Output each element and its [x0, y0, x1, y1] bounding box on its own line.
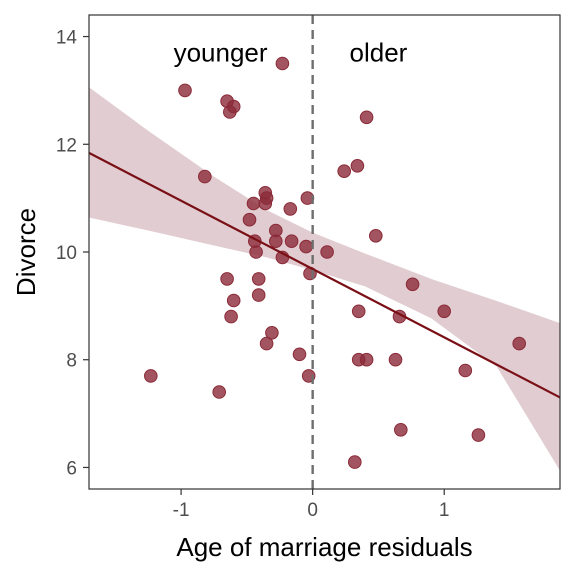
data-point — [178, 83, 192, 98]
data-point — [458, 363, 473, 378]
data-point — [251, 288, 266, 302]
data-point — [251, 272, 266, 286]
data-point — [292, 347, 307, 362]
data-point — [471, 428, 486, 442]
data-point — [242, 212, 257, 227]
x-tick-label: 0 — [307, 500, 318, 521]
data-point — [246, 196, 261, 211]
y-tick-label: 8 — [66, 351, 77, 372]
data-point — [512, 336, 527, 351]
x-tick-label: 1 — [439, 500, 450, 521]
data-point — [259, 336, 274, 351]
data-point — [226, 293, 241, 308]
data-point — [348, 455, 362, 469]
data-point — [212, 385, 226, 399]
data-point — [269, 234, 283, 248]
x-tick-label: -1 — [173, 500, 190, 521]
data-point — [220, 272, 234, 286]
data-point — [359, 110, 374, 125]
data-point — [359, 352, 374, 367]
data-point — [320, 245, 334, 259]
data-point — [275, 56, 290, 71]
data-point — [224, 309, 238, 324]
data-point — [369, 229, 383, 243]
y-axis-title: Divorce — [11, 208, 41, 296]
data-point — [351, 304, 366, 319]
data-point — [299, 239, 313, 254]
data-point — [388, 352, 403, 367]
data-point — [198, 169, 212, 184]
data-point — [265, 326, 279, 340]
data-point — [284, 234, 299, 248]
data-point — [405, 277, 420, 292]
x-axis-title: Age of marriage residuals — [176, 532, 472, 562]
regression-line — [89, 151, 560, 399]
data-point — [259, 191, 274, 205]
data-point — [249, 245, 263, 259]
data-point — [350, 159, 365, 173]
y-tick-label: 10 — [56, 243, 77, 264]
data-point — [394, 423, 408, 437]
confidence-ribbon — [89, 87, 560, 471]
y-tick-label: 12 — [56, 135, 77, 156]
data-point — [283, 202, 298, 216]
data-point — [437, 304, 452, 319]
data-point — [337, 164, 352, 178]
data-point — [223, 105, 237, 119]
y-tick-label: 6 — [66, 458, 77, 479]
annotation-label: younger — [174, 38, 268, 68]
annotation-label: older — [350, 38, 408, 68]
data-point — [144, 369, 158, 383]
y-tick-label: 14 — [56, 28, 78, 49]
